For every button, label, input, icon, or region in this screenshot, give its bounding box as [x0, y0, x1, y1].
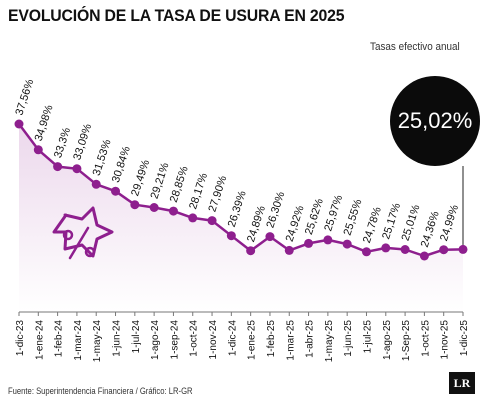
x-tick-label: 1-jul-25	[362, 320, 373, 354]
data-point	[130, 200, 140, 210]
x-tick-label: 1-jun-25	[343, 320, 354, 357]
x-tick-label: 1-nov-24	[208, 320, 219, 360]
area-fill	[19, 124, 463, 312]
x-tick-label: 1-nov-25	[440, 320, 451, 360]
data-label: 31,53%	[91, 138, 114, 177]
publisher-logo: LR	[449, 372, 475, 394]
data-point	[91, 179, 101, 189]
area-fill-layer	[19, 124, 463, 312]
data-label: 28,17%	[187, 171, 210, 210]
x-axis	[18, 166, 464, 316]
data-point	[53, 162, 63, 172]
data-point	[439, 245, 449, 255]
x-tick-label: 1-may-24	[92, 320, 103, 363]
data-point	[14, 119, 24, 129]
x-tick-label: 1-dic-24	[227, 320, 238, 357]
x-tick-label: 1-jul-24	[131, 320, 142, 354]
data-point	[381, 243, 391, 253]
x-tick-label: 1-mar-25	[285, 320, 296, 361]
data-label: 30,84%	[110, 145, 133, 184]
x-tick-label: 1-sep-24	[169, 320, 180, 360]
data-point	[361, 247, 371, 257]
x-tick-label: 1-oct-25	[420, 320, 431, 357]
data-point	[168, 206, 178, 216]
x-tick-label: 1-feb-25	[266, 320, 277, 358]
data-label: 24,36%	[419, 210, 442, 249]
x-tick-label: 1-dic-23	[15, 320, 26, 357]
data-label: 29,21%	[149, 161, 172, 200]
source-note: Fuente: Superintendencia Financiera / Gr…	[8, 386, 193, 396]
data-point	[458, 244, 468, 254]
data-point	[226, 231, 236, 241]
data-point	[72, 164, 82, 174]
x-tick-labels-layer: 1-dic-23 1-ene-24 1-feb-24 1-mar-24 1-may-24…	[15, 320, 470, 363]
chart-title: EVOLUCIÓN DE LA TASA DE USURA EN 2025	[8, 6, 345, 25]
data-point	[207, 216, 217, 226]
data-point	[188, 213, 198, 223]
data-label: 25,55%	[342, 198, 365, 237]
data-label: 25,62%	[303, 197, 326, 236]
x-tick-label: 1-mar-24	[73, 320, 84, 361]
data-label: 24,99%	[438, 203, 461, 242]
x-tick-label: 1-jun-24	[112, 320, 123, 357]
x-tick-label: 1-oct-24	[189, 320, 200, 357]
x-tick-label: 1-ago-24	[150, 320, 161, 360]
data-point	[342, 239, 352, 249]
data-point	[33, 145, 43, 155]
x-tick-label: 1-Sep-25	[401, 320, 412, 362]
data-point	[149, 203, 159, 212]
x-tick-label: 1-ene-25	[247, 320, 258, 360]
data-label: 26,30%	[264, 190, 287, 229]
data-point	[265, 232, 275, 242]
data-label: 25,01%	[400, 203, 423, 242]
data-label: 28,85%	[168, 165, 191, 204]
percent-icon	[52, 206, 114, 260]
chart-subtitle: Tasas efectivo anual	[370, 41, 460, 53]
data-label: 26,39%	[226, 189, 249, 228]
data-label: 27,90%	[206, 174, 229, 213]
data-point	[400, 245, 410, 254]
data-label: 24,92%	[284, 204, 307, 243]
data-point	[284, 245, 294, 255]
data-point	[323, 235, 333, 245]
data-point	[246, 246, 256, 256]
x-tick-label: 1-abr-25	[305, 320, 316, 358]
x-tick-label: 1-ene-24	[34, 320, 45, 360]
data-points-layer	[14, 119, 468, 261]
data-label: 24,78%	[361, 205, 384, 244]
x-tick-label: 1-feb-24	[54, 320, 65, 358]
data-label: 34,98%	[33, 103, 56, 142]
data-point	[111, 186, 121, 196]
x-tick-label: 1-dic-25	[459, 320, 470, 357]
x-tick-label: 1-ago-25	[382, 320, 393, 360]
data-point	[304, 238, 314, 248]
data-label: 25,97%	[322, 193, 345, 232]
x-tick-label: 1-may-25	[324, 320, 335, 363]
data-label: 33,3%	[52, 126, 73, 160]
latest-value-badge: 25,02%	[390, 76, 480, 166]
data-point	[419, 251, 429, 261]
data-label: 33,09%	[71, 122, 94, 161]
data-label: 29,49%	[129, 158, 152, 197]
data-label: 37,56%	[13, 78, 36, 117]
